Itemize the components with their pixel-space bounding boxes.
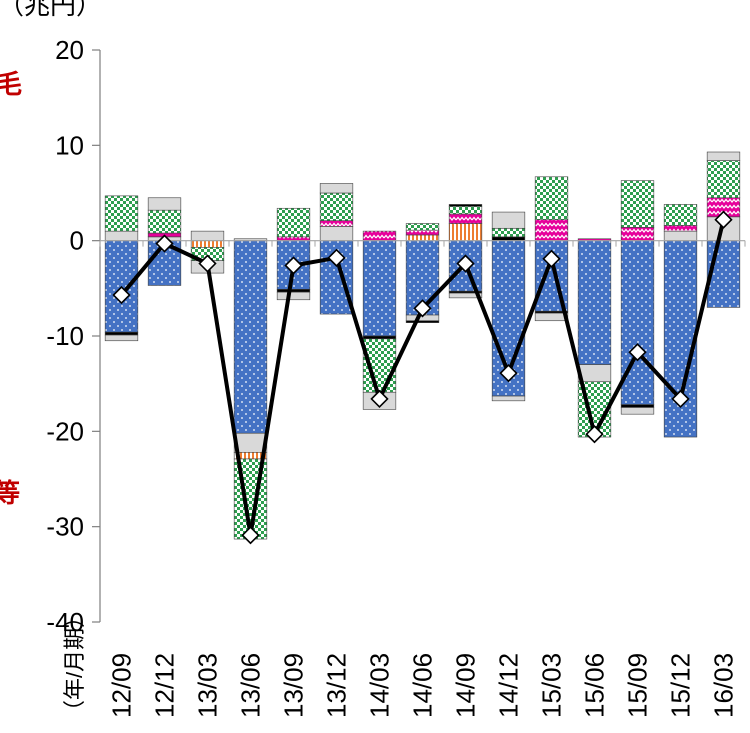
bar-segment-positive bbox=[104, 230, 139, 241]
line-marker bbox=[241, 526, 260, 545]
y-tick-label: -10 bbox=[46, 321, 84, 351]
bar-segment-negative bbox=[620, 240, 655, 405]
bar-segment-positive bbox=[706, 151, 741, 161]
x-tick-label: 12/12 bbox=[150, 653, 180, 718]
unit-label: （兆円） bbox=[0, 0, 102, 20]
line-marker bbox=[628, 343, 647, 362]
bar-segment-positive bbox=[448, 213, 483, 224]
line-marker bbox=[112, 285, 131, 305]
bar-segment-positive bbox=[663, 225, 698, 232]
x-tick-label: 14/09 bbox=[451, 653, 481, 718]
bar-segment-positive bbox=[319, 192, 354, 221]
bar-segment-positive bbox=[405, 229, 440, 236]
y-tick-label: -20 bbox=[46, 416, 84, 446]
bar-segment-positive bbox=[448, 206, 483, 215]
line-marker bbox=[155, 234, 174, 253]
bar-segment-negative bbox=[491, 395, 526, 402]
x-tick-label: 13/06 bbox=[236, 653, 266, 718]
bar-segment-positive bbox=[405, 223, 440, 231]
x-tick-label: 14/03 bbox=[365, 653, 395, 718]
bar-segment-positive bbox=[534, 219, 569, 241]
bar-segment-positive bbox=[620, 227, 655, 241]
line-marker bbox=[327, 248, 346, 267]
bar-segment-positive bbox=[534, 176, 569, 220]
line-marker bbox=[585, 425, 604, 444]
bar-segment-negative bbox=[448, 292, 483, 299]
line-marker bbox=[198, 254, 217, 273]
y-tick-label: 20 bbox=[55, 35, 84, 65]
bar-segment-negative bbox=[233, 432, 268, 453]
x-tick-label: 15/03 bbox=[537, 653, 567, 718]
y-tick-label: 10 bbox=[55, 130, 84, 160]
bar-segment-negative bbox=[190, 240, 225, 248]
bar-segment-positive bbox=[448, 223, 483, 241]
bar-segment-positive bbox=[491, 227, 526, 238]
bar-segment-positive bbox=[663, 204, 698, 226]
bar-segment-negative bbox=[233, 240, 268, 434]
bar-segment-positive bbox=[491, 211, 526, 229]
bar-segment-negative bbox=[534, 312, 569, 322]
line-marker bbox=[714, 210, 733, 229]
x-tick-label: 13/03 bbox=[193, 653, 223, 718]
bar-segment-negative bbox=[104, 334, 139, 342]
x-tick-label: 12/09 bbox=[107, 653, 137, 718]
bar-segment-negative bbox=[620, 404, 655, 408]
bar-segment-positive bbox=[147, 209, 182, 234]
bar-segment-positive bbox=[319, 226, 354, 241]
line-marker bbox=[671, 389, 690, 409]
bar-segment-positive bbox=[448, 204, 483, 207]
bar-segment-negative bbox=[620, 407, 655, 415]
x-tick-label: 13/09 bbox=[279, 653, 309, 718]
line-marker bbox=[284, 256, 303, 275]
bar-segment-negative bbox=[706, 240, 741, 308]
bar-segment-negative bbox=[405, 320, 440, 323]
bar-segment-positive bbox=[319, 220, 354, 227]
bar-segment-positive bbox=[706, 160, 741, 199]
y-tick-label: -40 bbox=[46, 607, 84, 637]
x-tick-label: 13/12 bbox=[322, 653, 352, 718]
line-marker bbox=[413, 299, 432, 318]
bar-segment-positive bbox=[319, 183, 354, 194]
bar-segment-positive bbox=[276, 207, 311, 238]
x-axis-caption: （年/月期） bbox=[62, 606, 87, 722]
bar-segment-positive bbox=[663, 230, 698, 241]
bar-segment-negative bbox=[362, 335, 397, 340]
line-marker bbox=[542, 249, 561, 268]
side-label-top: 毛 bbox=[0, 69, 22, 99]
bar-segment-positive bbox=[104, 195, 139, 232]
bar-segment-negative bbox=[362, 240, 397, 337]
x-tick-label: 15/12 bbox=[666, 653, 696, 718]
line-marker bbox=[370, 389, 389, 409]
x-tick-label: 15/09 bbox=[623, 653, 653, 718]
side-label-bottom: 等 bbox=[0, 478, 20, 508]
x-tick-label: 15/06 bbox=[580, 653, 610, 718]
line-marker bbox=[456, 254, 475, 273]
bar-segment-positive bbox=[362, 230, 397, 241]
line-marker bbox=[499, 364, 518, 383]
x-tick-label: 14/12 bbox=[494, 653, 524, 718]
y-tick-label: 0 bbox=[70, 226, 84, 256]
bar-segment-positive bbox=[405, 234, 440, 241]
bar-segment-positive bbox=[147, 197, 182, 211]
x-tick-label: 16/03 bbox=[709, 653, 739, 718]
bar-segment-positive bbox=[190, 230, 225, 241]
bar-segment-negative bbox=[577, 240, 612, 365]
y-tick-label: -30 bbox=[46, 512, 84, 542]
bar-segment-negative bbox=[276, 291, 311, 301]
x-tick-label: 14/06 bbox=[408, 653, 438, 718]
bar-segment-negative bbox=[104, 331, 139, 336]
bar-segment-negative bbox=[276, 288, 311, 293]
bar-segment-positive bbox=[620, 180, 655, 228]
